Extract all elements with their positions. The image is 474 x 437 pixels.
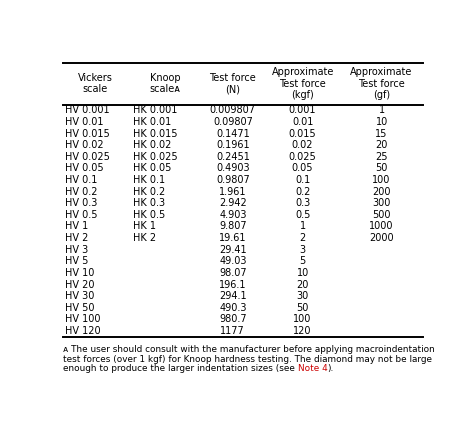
Text: 100: 100	[293, 314, 312, 324]
Text: 0.2451: 0.2451	[216, 152, 250, 162]
Text: 300: 300	[373, 198, 391, 208]
Text: 1000: 1000	[369, 222, 394, 232]
Text: 3: 3	[300, 245, 306, 255]
Text: HV 0.5: HV 0.5	[65, 210, 97, 220]
Text: HK 2: HK 2	[133, 233, 156, 243]
Text: HV 2: HV 2	[65, 233, 88, 243]
Text: 2.942: 2.942	[219, 198, 246, 208]
Text: HV 10: HV 10	[65, 268, 94, 278]
Text: 120: 120	[293, 326, 312, 336]
Text: HV 0.025: HV 0.025	[65, 152, 109, 162]
Text: 0.001: 0.001	[289, 105, 316, 115]
Text: HV 3: HV 3	[65, 245, 88, 255]
Text: 20: 20	[296, 280, 309, 290]
Text: ).: ).	[328, 364, 334, 373]
Text: 980.7: 980.7	[219, 314, 246, 324]
Text: test forces (over 1 kgf) for Knoop hardness testing. The diamond may not be larg: test forces (over 1 kgf) for Knoop hardn…	[63, 354, 432, 364]
Text: 50: 50	[375, 163, 388, 173]
Text: enough to produce the larger indentation sizes (see: enough to produce the larger indentation…	[63, 364, 298, 373]
Text: 25: 25	[375, 152, 388, 162]
Text: 100: 100	[373, 175, 391, 185]
Text: HK 0.2: HK 0.2	[133, 187, 165, 197]
Text: HV 0.05: HV 0.05	[65, 163, 103, 173]
Text: Vickers
scale: Vickers scale	[78, 73, 112, 94]
Text: 0.025: 0.025	[289, 152, 317, 162]
Text: 196.1: 196.1	[219, 280, 246, 290]
Text: 490.3: 490.3	[219, 303, 246, 313]
Text: HK 0.05: HK 0.05	[133, 163, 171, 173]
Text: 0.5: 0.5	[295, 210, 310, 220]
Text: ᴀ The user should consult with the manufacturer before applying macroindentation: ᴀ The user should consult with the manuf…	[63, 345, 435, 354]
Text: Knoop
scaleᴀ: Knoop scaleᴀ	[149, 73, 181, 94]
Text: HV 100: HV 100	[65, 314, 100, 324]
Text: 10: 10	[375, 117, 388, 127]
Text: 0.09807: 0.09807	[213, 117, 253, 127]
Text: HK 1: HK 1	[133, 222, 156, 232]
Text: 9.807: 9.807	[219, 222, 246, 232]
Text: 0.02: 0.02	[292, 140, 313, 150]
Text: 0.3: 0.3	[295, 198, 310, 208]
Text: HV 120: HV 120	[65, 326, 100, 336]
Text: 2: 2	[300, 233, 306, 243]
Text: 0.015: 0.015	[289, 128, 317, 139]
Text: 1177: 1177	[220, 326, 245, 336]
Text: HV 20: HV 20	[65, 280, 94, 290]
Text: Approximate
Test force
(gf): Approximate Test force (gf)	[350, 67, 413, 100]
Text: 500: 500	[373, 210, 391, 220]
Text: Approximate
Test force
(kgf): Approximate Test force (kgf)	[272, 67, 334, 100]
Text: HK 0.3: HK 0.3	[133, 198, 165, 208]
Text: Test force
(N): Test force (N)	[210, 73, 256, 94]
Text: HK 0.001: HK 0.001	[133, 105, 177, 115]
Text: 200: 200	[373, 187, 391, 197]
Text: HV 0.02: HV 0.02	[65, 140, 103, 150]
Text: 0.1961: 0.1961	[216, 140, 250, 150]
Text: 0.1471: 0.1471	[216, 128, 250, 139]
Text: 0.05: 0.05	[292, 163, 313, 173]
Text: 98.07: 98.07	[219, 268, 246, 278]
Text: 0.4903: 0.4903	[216, 163, 250, 173]
Text: 19.61: 19.61	[219, 233, 246, 243]
Text: HV 1: HV 1	[65, 222, 88, 232]
Text: HK 0.1: HK 0.1	[133, 175, 165, 185]
Text: HK 0.025: HK 0.025	[133, 152, 177, 162]
Text: HK 0.02: HK 0.02	[133, 140, 171, 150]
Text: HV 0.3: HV 0.3	[65, 198, 97, 208]
Text: HV 0.2: HV 0.2	[65, 187, 97, 197]
Text: 294.1: 294.1	[219, 291, 246, 301]
Text: 4.903: 4.903	[219, 210, 246, 220]
Text: 30: 30	[297, 291, 309, 301]
Text: 15: 15	[375, 128, 388, 139]
Text: HV 0.01: HV 0.01	[65, 117, 103, 127]
Text: HK 0.015: HK 0.015	[133, 128, 177, 139]
Text: 0.2: 0.2	[295, 187, 310, 197]
Text: 0.1: 0.1	[295, 175, 310, 185]
Text: 50: 50	[296, 303, 309, 313]
Text: 1.961: 1.961	[219, 187, 246, 197]
Text: HK 0.01: HK 0.01	[133, 117, 171, 127]
Text: HV 50: HV 50	[65, 303, 94, 313]
Text: 1: 1	[379, 105, 385, 115]
Text: Note 4: Note 4	[298, 364, 328, 373]
Text: HV 5: HV 5	[65, 257, 88, 266]
Text: 0.01: 0.01	[292, 117, 313, 127]
Text: HV 0.1: HV 0.1	[65, 175, 97, 185]
Text: 5: 5	[300, 257, 306, 266]
Text: 20: 20	[375, 140, 388, 150]
Text: 1: 1	[300, 222, 306, 232]
Text: HV 30: HV 30	[65, 291, 94, 301]
Text: HK 0.5: HK 0.5	[133, 210, 165, 220]
Text: HV 0.001: HV 0.001	[65, 105, 109, 115]
Text: 0.009807: 0.009807	[210, 105, 256, 115]
Text: HV 0.015: HV 0.015	[65, 128, 109, 139]
Text: 29.41: 29.41	[219, 245, 246, 255]
Text: 2000: 2000	[369, 233, 394, 243]
Text: 0.9807: 0.9807	[216, 175, 250, 185]
Text: 49.03: 49.03	[219, 257, 246, 266]
Text: 10: 10	[297, 268, 309, 278]
